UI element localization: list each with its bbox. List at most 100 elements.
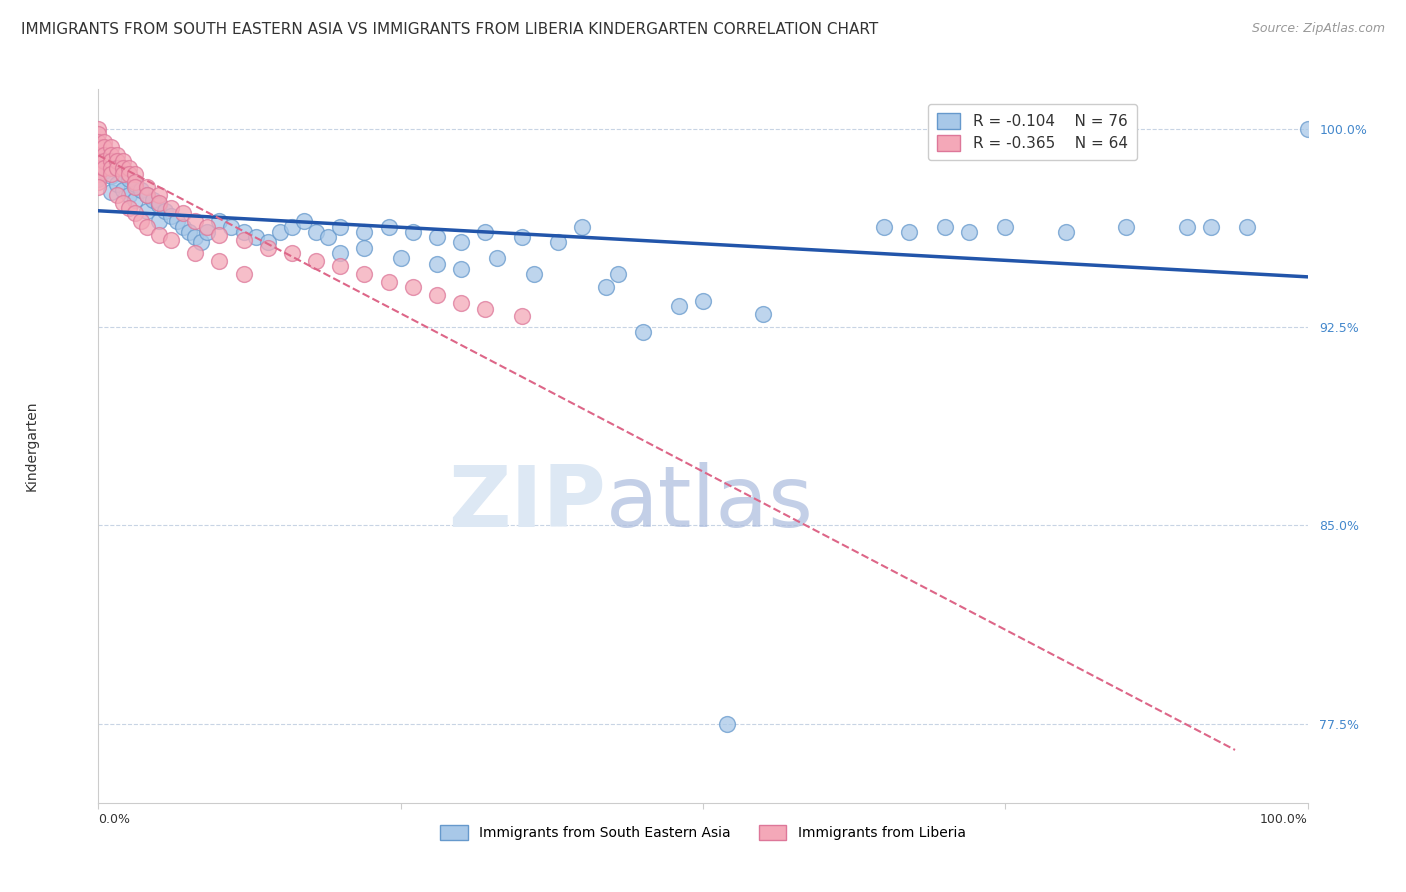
Point (135, 219, 157, 234)
Point (135, 203, 157, 218)
Text: ZIP: ZIP (449, 461, 606, 545)
Point (124, 167, 146, 181)
Point (87, 140, 110, 154)
Point (111, 167, 134, 181)
Point (353, 241, 375, 255)
Point (93, 161, 115, 176)
Point (160, 209, 183, 223)
Point (148, 188, 170, 202)
Point (450, 261, 472, 276)
Point (571, 219, 593, 234)
Point (124, 193, 146, 207)
Point (377, 219, 399, 234)
Point (547, 235, 569, 250)
Point (1054, 225, 1077, 239)
Point (1236, 219, 1258, 234)
Point (118, 172, 141, 186)
Point (87, 175, 110, 189)
Point (994, 219, 1017, 234)
Point (172, 219, 194, 234)
Point (93, 153, 115, 168)
Point (184, 214, 207, 228)
Point (752, 307, 775, 321)
Point (100, 153, 122, 168)
Point (232, 225, 254, 239)
Point (1199, 219, 1222, 234)
Point (160, 233, 183, 247)
Text: atlas: atlas (606, 461, 814, 545)
Point (595, 280, 617, 294)
Point (256, 235, 278, 250)
Point (148, 195, 170, 210)
Point (402, 280, 425, 294)
Point (118, 188, 141, 202)
Text: 100.0%: 100.0% (1260, 814, 1308, 826)
Point (129, 214, 152, 228)
Point (100, 186, 122, 200)
Point (111, 167, 134, 181)
Point (353, 225, 375, 239)
Point (329, 246, 352, 260)
Point (873, 219, 896, 234)
Point (124, 180, 146, 194)
Point (105, 178, 128, 192)
Point (87, 172, 110, 186)
Point (450, 296, 472, 310)
Point (256, 241, 278, 255)
Point (195, 219, 218, 234)
Point (377, 275, 399, 289)
Point (305, 225, 328, 239)
Point (190, 235, 212, 250)
Point (148, 198, 170, 212)
Point (523, 267, 546, 281)
Point (100, 148, 122, 162)
Point (208, 214, 231, 228)
Point (87, 148, 110, 162)
Point (93, 135, 115, 149)
Point (93, 140, 115, 154)
Text: IMMIGRANTS FROM SOUTH EASTERN ASIA VS IMMIGRANTS FROM LIBERIA KINDERGARTEN CORRE: IMMIGRANTS FROM SOUTH EASTERN ASIA VS IM… (21, 22, 879, 37)
Point (105, 188, 128, 202)
Point (389, 252, 412, 266)
Point (105, 161, 128, 176)
Point (124, 175, 146, 189)
Point (100, 153, 122, 168)
Point (232, 233, 254, 247)
Text: Source: ZipAtlas.com: Source: ZipAtlas.com (1251, 22, 1385, 36)
Point (474, 225, 496, 239)
Point (510, 230, 533, 244)
Point (450, 235, 472, 250)
Point (897, 225, 920, 239)
Point (87, 140, 110, 154)
Point (245, 230, 267, 244)
Point (105, 153, 128, 168)
Point (1296, 121, 1319, 136)
Point (142, 193, 165, 207)
Point (135, 180, 157, 194)
Point (716, 716, 738, 731)
Point (118, 201, 141, 215)
Point (232, 267, 254, 281)
Point (195, 225, 218, 239)
Legend: Immigrants from South Eastern Asia, Immigrants from Liberia: Immigrants from South Eastern Asia, Immi… (434, 820, 972, 846)
Point (135, 188, 157, 202)
Point (305, 254, 328, 268)
Point (607, 267, 630, 281)
Point (100, 140, 122, 154)
Point (1175, 219, 1198, 234)
Point (153, 203, 176, 218)
Point (148, 214, 170, 228)
Point (184, 230, 207, 244)
Point (111, 195, 134, 210)
Point (166, 214, 188, 228)
Point (208, 254, 231, 268)
Point (510, 310, 533, 324)
Point (668, 299, 690, 313)
Point (426, 230, 449, 244)
Point (353, 267, 375, 281)
Point (184, 246, 207, 260)
Point (87, 156, 110, 170)
Point (208, 227, 231, 242)
Point (87, 121, 110, 136)
Point (281, 219, 304, 234)
